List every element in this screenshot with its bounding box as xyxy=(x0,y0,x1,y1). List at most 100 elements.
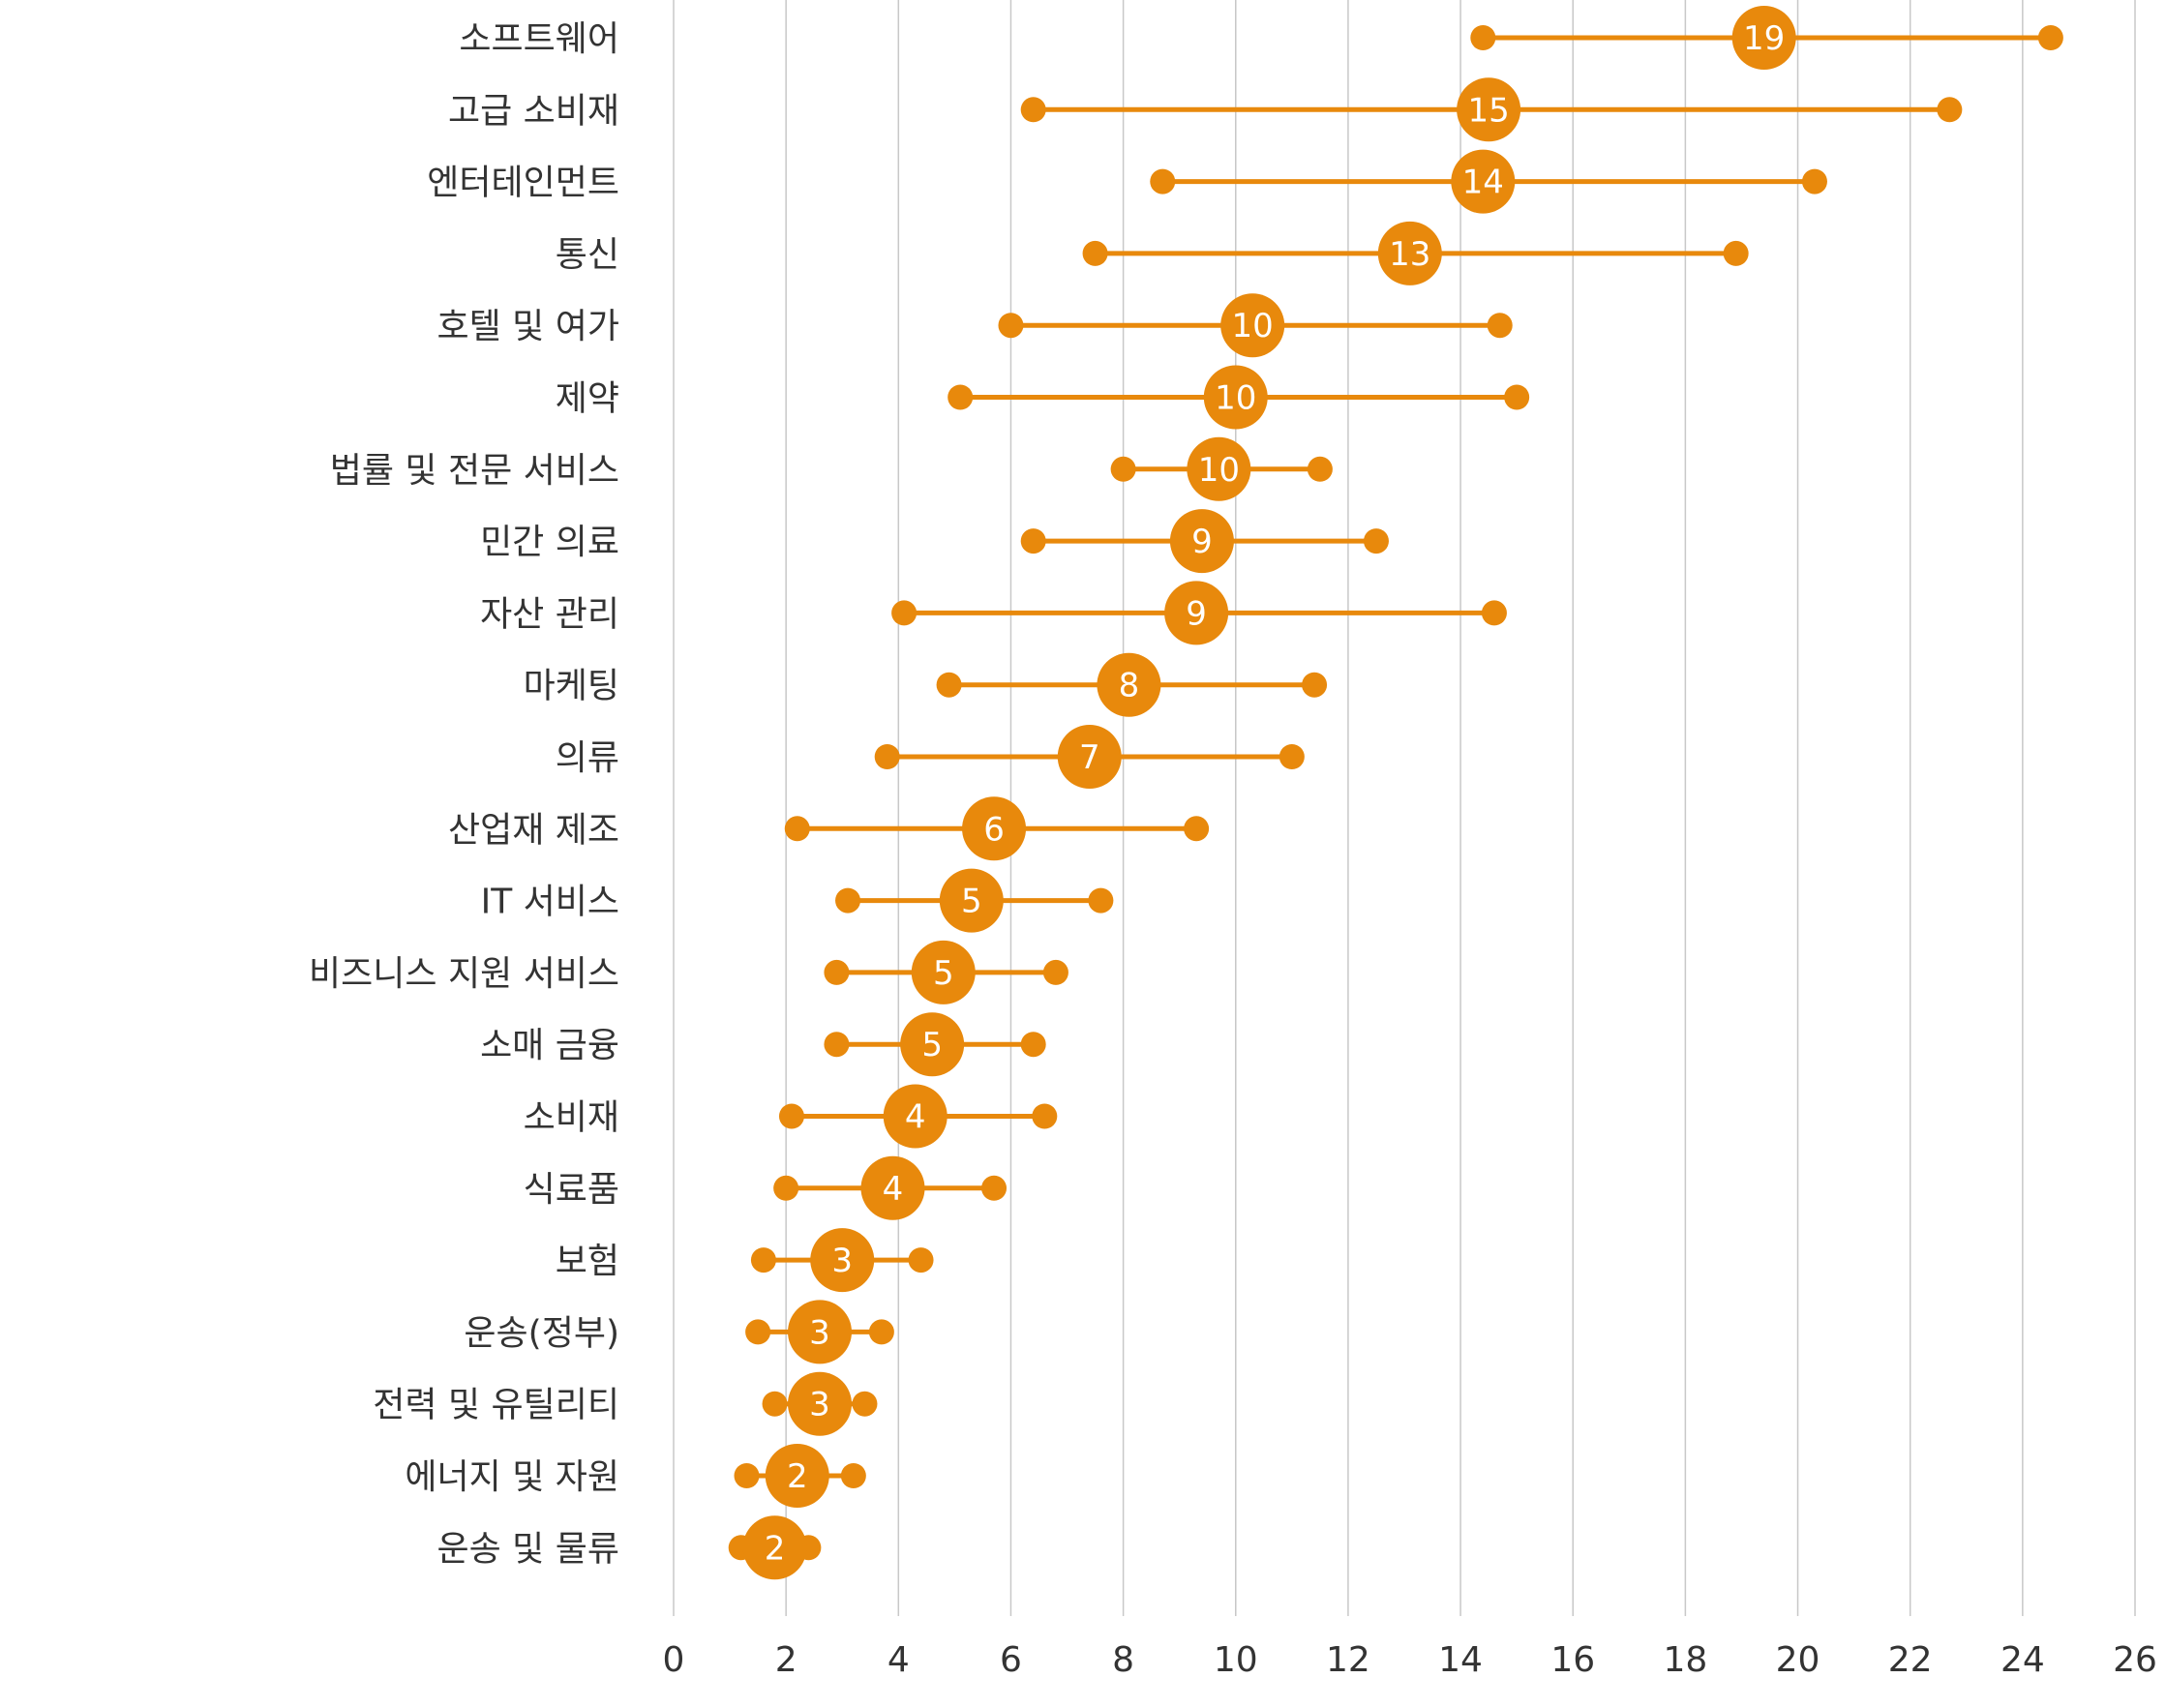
x-tick-label: 2 xyxy=(775,1640,797,1680)
dumbbell-row: 3 xyxy=(745,1300,894,1364)
median-value-label: 9 xyxy=(1186,594,1207,633)
min-dot xyxy=(936,672,962,698)
max-dot xyxy=(1088,887,1114,914)
min-dot xyxy=(734,1463,760,1488)
x-tick-label: 6 xyxy=(1000,1640,1022,1680)
median-value-label: 5 xyxy=(933,954,954,993)
x-tick-label: 16 xyxy=(1550,1640,1595,1680)
max-dot xyxy=(1279,744,1305,769)
median-value-label: 15 xyxy=(1467,91,1509,130)
median-dot xyxy=(962,796,1027,861)
max-dot xyxy=(1363,528,1389,554)
median-value-label: 10 xyxy=(1215,379,1256,418)
category-label: 식료품 xyxy=(524,1170,619,1210)
min-dot xyxy=(745,1319,771,1345)
dumbbell-row: 4 xyxy=(778,1084,1058,1149)
max-dot xyxy=(1184,816,1210,842)
x-tick-label: 0 xyxy=(663,1640,685,1680)
median-dot xyxy=(1203,365,1268,430)
x-tick-label: 8 xyxy=(1112,1640,1134,1680)
category-label: 에너지 및 자원 xyxy=(405,1457,619,1497)
median-dot xyxy=(788,1371,852,1436)
median-dot xyxy=(1377,221,1442,285)
category-label: 민간 의료 xyxy=(480,523,619,562)
x-tick-label: 14 xyxy=(1438,1640,1483,1680)
median-dot xyxy=(900,1012,965,1077)
dumbbell-row: 5 xyxy=(824,940,1068,1004)
dumbbell-row: 9 xyxy=(891,581,1507,645)
max-dot xyxy=(2037,25,2063,50)
median-dot xyxy=(1451,149,1516,214)
median-value-label: 9 xyxy=(1191,523,1213,561)
dumbbell-row: 2 xyxy=(734,1444,866,1508)
dumbbell-row: 2 xyxy=(728,1515,822,1580)
x-tick-label: 4 xyxy=(887,1640,910,1680)
min-dot xyxy=(1020,97,1046,123)
dumbbell-row: 4 xyxy=(773,1155,1008,1220)
dumbbell-row: 8 xyxy=(936,652,1328,717)
median-value-label: 4 xyxy=(883,1170,904,1209)
min-dot xyxy=(773,1175,799,1201)
category-label: 제약 xyxy=(556,379,619,419)
min-dot xyxy=(778,1103,804,1129)
x-tick-label: 10 xyxy=(1214,1640,1258,1680)
category-label: 소비재 xyxy=(524,1098,619,1138)
median-dot xyxy=(883,1084,948,1149)
x-tick-label: 18 xyxy=(1663,1640,1707,1680)
median-dot xyxy=(1731,6,1796,70)
category-label: 자산 관리 xyxy=(480,594,619,634)
min-dot xyxy=(1082,240,1108,266)
dumbbell-row: 3 xyxy=(762,1371,878,1436)
max-dot xyxy=(1481,600,1507,626)
category-label: 전력 및 유틸리티 xyxy=(373,1386,619,1425)
median-dot xyxy=(1097,652,1161,717)
max-dot xyxy=(1042,959,1068,985)
dumbbell-row: 6 xyxy=(784,796,1210,861)
median-value-label: 7 xyxy=(1079,738,1100,777)
min-dot xyxy=(998,313,1024,339)
median-dot xyxy=(810,1228,875,1293)
max-dot xyxy=(908,1247,934,1274)
median-value-label: 14 xyxy=(1462,164,1504,202)
max-dot xyxy=(981,1175,1008,1201)
x-tick-label: 22 xyxy=(1888,1640,1933,1680)
category-label: 운송 및 물류 xyxy=(437,1529,620,1569)
dumbbell-row: 14 xyxy=(1150,149,1827,214)
median-value-label: 3 xyxy=(831,1242,853,1280)
category-label: 마케팅 xyxy=(524,667,619,706)
median-value-label: 5 xyxy=(921,1026,943,1064)
max-dot xyxy=(852,1391,878,1417)
min-dot xyxy=(762,1391,788,1417)
min-dot xyxy=(874,744,900,769)
max-dot xyxy=(1801,168,1827,195)
x-tick-label: 12 xyxy=(1326,1640,1370,1680)
dumbbell-row: 5 xyxy=(835,868,1114,933)
x-axis-ticks: 0 2 4 6 8 10 12 14 16 18 20 22 24 26 xyxy=(663,1640,2157,1680)
max-dot xyxy=(1020,1032,1046,1058)
category-label: 호텔 및 여가 xyxy=(437,307,620,346)
category-label: IT 서비스 xyxy=(481,883,619,922)
median-value-label: 10 xyxy=(1232,307,1274,345)
max-dot xyxy=(1302,672,1328,698)
dumbbell-row: 19 xyxy=(1470,6,2063,70)
median-dot xyxy=(1187,436,1251,501)
dumbbell-row: 5 xyxy=(824,1012,1046,1077)
median-value-label: 3 xyxy=(809,1313,830,1352)
max-dot xyxy=(840,1463,866,1488)
median-dot xyxy=(1057,725,1122,789)
median-dot xyxy=(788,1300,852,1364)
min-dot xyxy=(824,959,850,985)
min-dot xyxy=(1110,456,1136,482)
median-value-label: 5 xyxy=(961,883,982,921)
median-value-label: 6 xyxy=(983,810,1005,849)
max-dot xyxy=(1723,240,1749,266)
category-label: 소매 금융 xyxy=(480,1026,619,1065)
median-value-label: 2 xyxy=(787,1457,808,1496)
median-dot xyxy=(1457,77,1521,142)
max-dot xyxy=(1487,313,1513,339)
category-label: 고급 소비재 xyxy=(448,91,619,131)
category-label: 보험 xyxy=(556,1242,619,1281)
